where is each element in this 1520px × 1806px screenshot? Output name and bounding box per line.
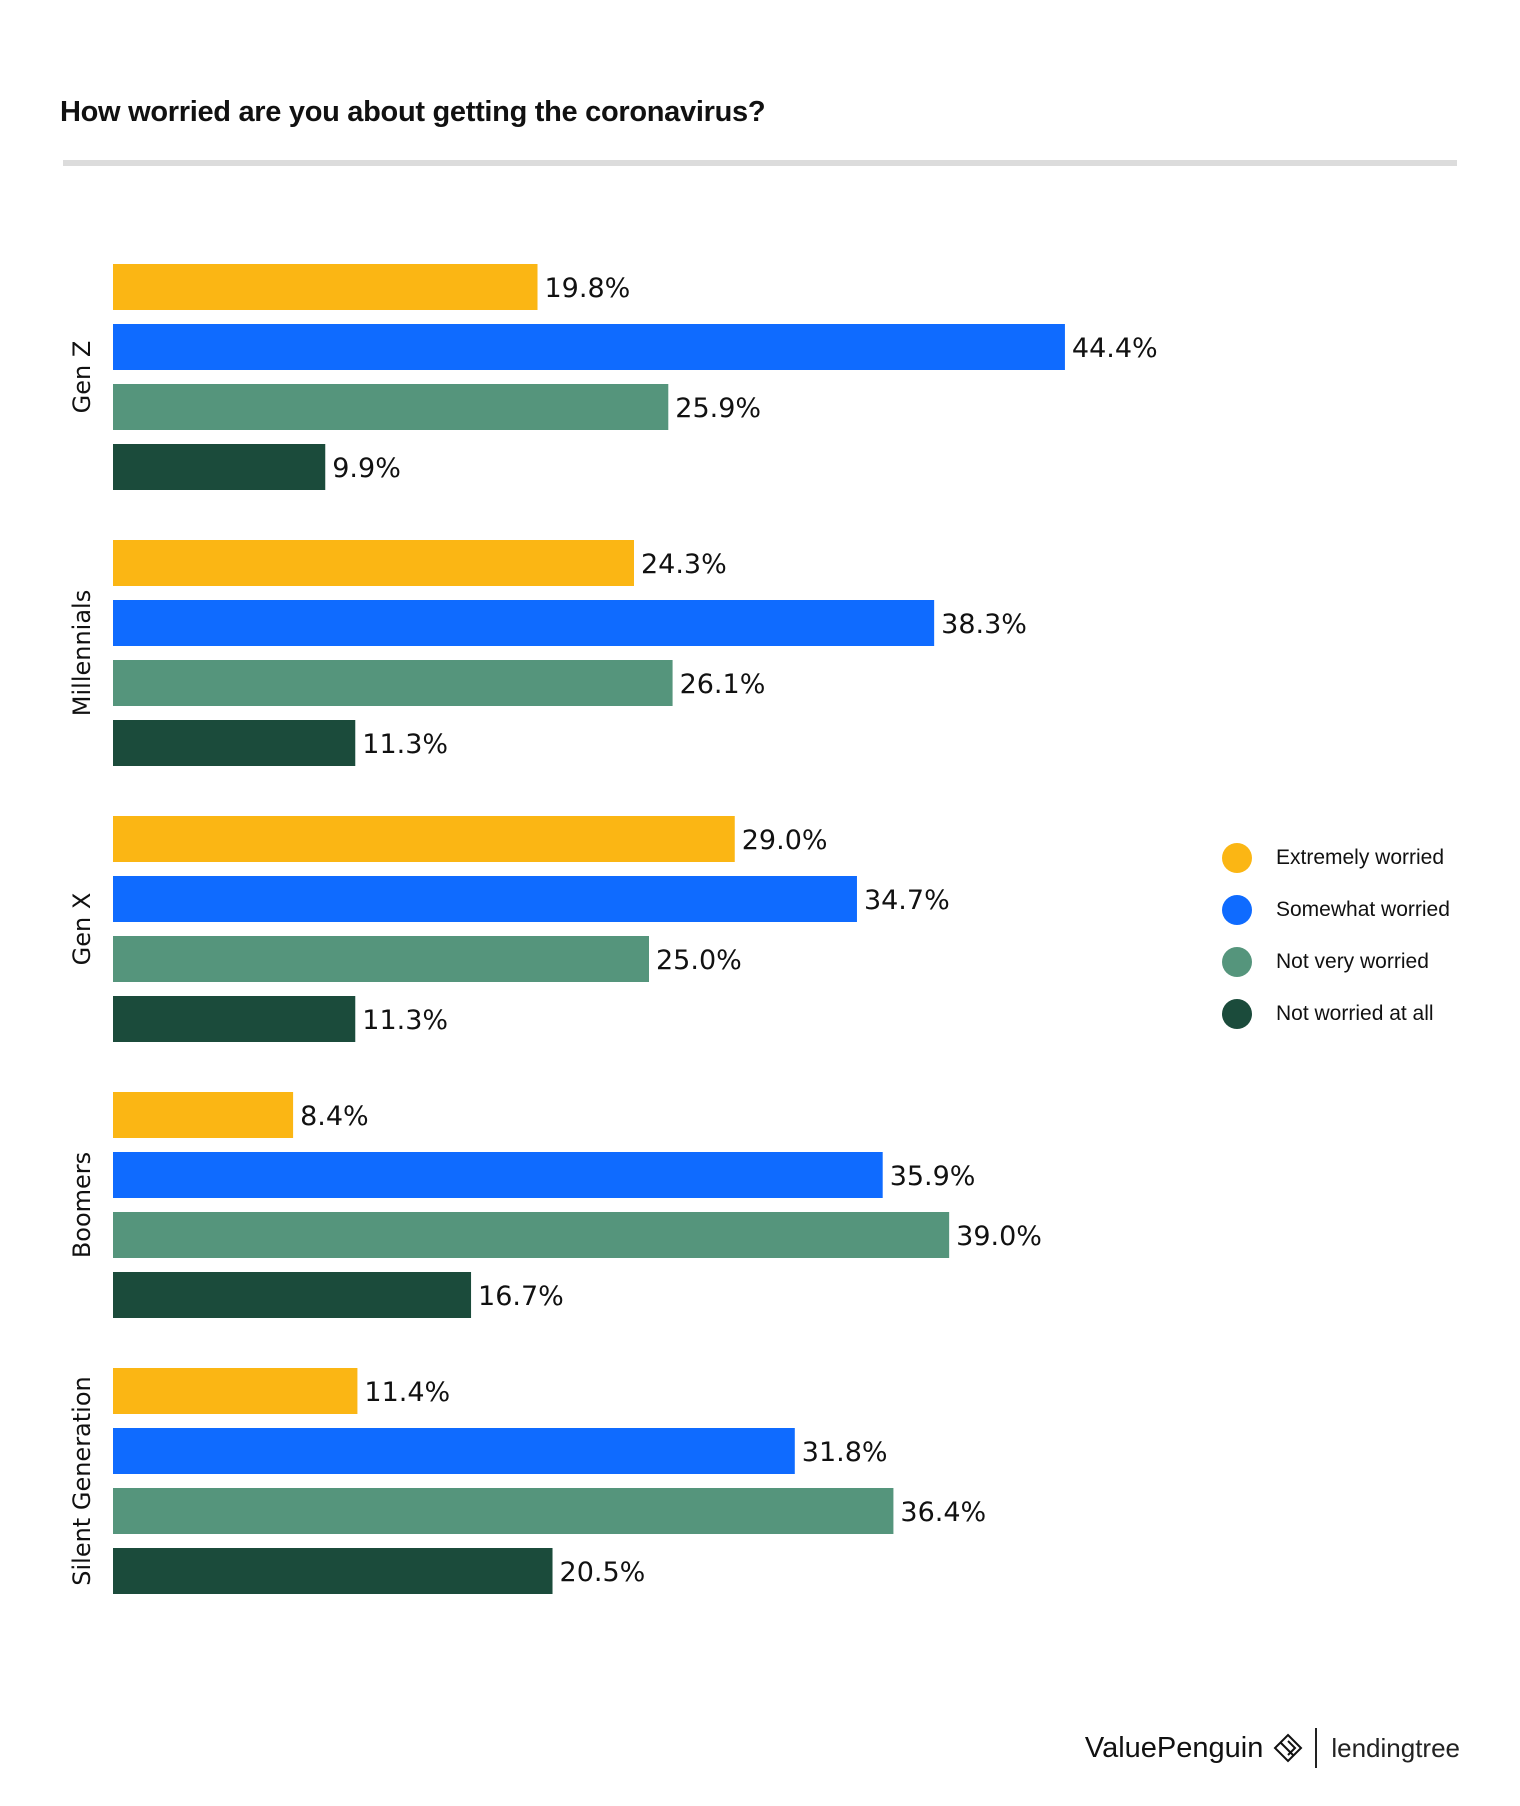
value-label-silent-generation-not-very-worried: 36.4% — [900, 1497, 986, 1528]
value-label-boomers-somewhat-worried: 35.9% — [890, 1161, 976, 1192]
value-label-gen-x-somewhat-worried: 34.7% — [864, 885, 950, 916]
bar-gen-x-somewhat-worried — [113, 876, 857, 922]
bar-millennials-somewhat-worried — [113, 600, 935, 646]
lendingtree-wordmark: lendingtree — [1331, 1732, 1460, 1763]
bar-boomers-extremely-worried — [113, 1092, 294, 1138]
value-label-silent-generation-not-worried-at-all: 20.5% — [560, 1557, 646, 1588]
legend-swatch — [1222, 947, 1252, 977]
value-label-millennials-somewhat-worried: 38.3% — [941, 609, 1027, 640]
title-divider — [63, 160, 1457, 166]
bar-silent-generation-not-very-worried — [113, 1488, 894, 1534]
bar-chart: Gen Z 19.8% 44.4% 25.9% 9.9% Millennials 24.3%… — [68, 264, 1158, 1594]
value-label-boomers-not-very-worried: 39.0% — [956, 1221, 1042, 1252]
group-label-silent-generation: Silent Generation — [68, 1376, 96, 1585]
legend-label: Not very worried — [1276, 950, 1429, 973]
brand-separator — [1315, 1728, 1318, 1768]
legend-item-extremely-worried: Extremely worried — [1222, 832, 1450, 884]
legend-swatch — [1222, 843, 1252, 873]
legend-label: Extremely worried — [1276, 846, 1445, 869]
value-label-silent-generation-somewhat-worried: 31.8% — [802, 1437, 888, 1468]
value-label-gen-z-somewhat-worried: 44.4% — [1072, 333, 1158, 364]
group-label-gen-x: Gen X — [68, 893, 96, 966]
bar-millennials-not-worried-at-all — [113, 720, 356, 766]
bar-gen-z-not-worried-at-all — [113, 444, 326, 490]
bar-gen-z-not-very-worried — [113, 384, 669, 430]
value-label-gen-x-not-worried-at-all: 11.3% — [362, 1005, 448, 1036]
group-label-millennials: Millennials — [68, 590, 96, 716]
value-label-gen-x-extremely-worried: 29.0% — [742, 825, 828, 856]
legend-label: Somewhat worried — [1276, 898, 1450, 921]
brand-footer: ValuePenguin lendingtree — [1085, 1728, 1460, 1768]
legend-item-not-worried-at-all: Not worried at all — [1222, 988, 1450, 1040]
group-label-boomers: Boomers — [68, 1152, 96, 1258]
legend-label: Not worried at all — [1276, 1002, 1434, 1025]
bar-boomers-not-worried-at-all — [113, 1272, 472, 1318]
valuepenguin-wordmark: ValuePenguin — [1084, 1731, 1264, 1764]
valuepenguin-logo-icon — [1273, 1733, 1303, 1763]
value-label-boomers-not-worried-at-all: 16.7% — [478, 1281, 564, 1312]
bar-boomers-not-very-worried — [113, 1212, 950, 1258]
legend: Extremely worried Somewhat worried Not ver… — [1222, 832, 1450, 1040]
legend-item-not-very-worried: Not very worried — [1222, 936, 1450, 988]
bar-silent-generation-not-worried-at-all — [113, 1548, 553, 1594]
bar-gen-x-not-very-worried — [113, 936, 649, 982]
bar-gen-x-not-worried-at-all — [113, 996, 356, 1042]
value-label-gen-z-not-very-worried: 25.9% — [675, 393, 761, 424]
bar-millennials-extremely-worried — [113, 540, 634, 586]
chart-title: How worried are you about getting the co… — [60, 96, 766, 128]
value-label-gen-z-not-worried-at-all: 9.9% — [332, 453, 401, 484]
value-label-boomers-extremely-worried: 8.4% — [300, 1101, 369, 1132]
value-label-millennials-extremely-worried: 24.3% — [641, 549, 727, 580]
bar-silent-generation-somewhat-worried — [113, 1428, 795, 1474]
value-label-gen-x-not-very-worried: 25.0% — [656, 945, 742, 976]
value-label-millennials-not-worried-at-all: 11.3% — [362, 729, 448, 760]
value-label-silent-generation-extremely-worried: 11.4% — [364, 1377, 450, 1408]
bar-gen-z-extremely-worried — [113, 264, 538, 310]
legend-swatch — [1222, 999, 1252, 1029]
value-label-gen-z-extremely-worried: 19.8% — [545, 273, 631, 304]
bar-millennials-not-very-worried — [113, 660, 673, 706]
legend-item-somewhat-worried: Somewhat worried — [1222, 884, 1450, 936]
value-label-millennials-not-very-worried: 26.1% — [680, 669, 766, 700]
group-label-gen-z: Gen Z — [68, 341, 96, 414]
bar-gen-z-somewhat-worried — [113, 324, 1065, 370]
bar-gen-x-extremely-worried — [113, 816, 735, 862]
bar-boomers-somewhat-worried — [113, 1152, 883, 1198]
bar-silent-generation-extremely-worried — [113, 1368, 358, 1414]
legend-swatch — [1222, 895, 1252, 925]
